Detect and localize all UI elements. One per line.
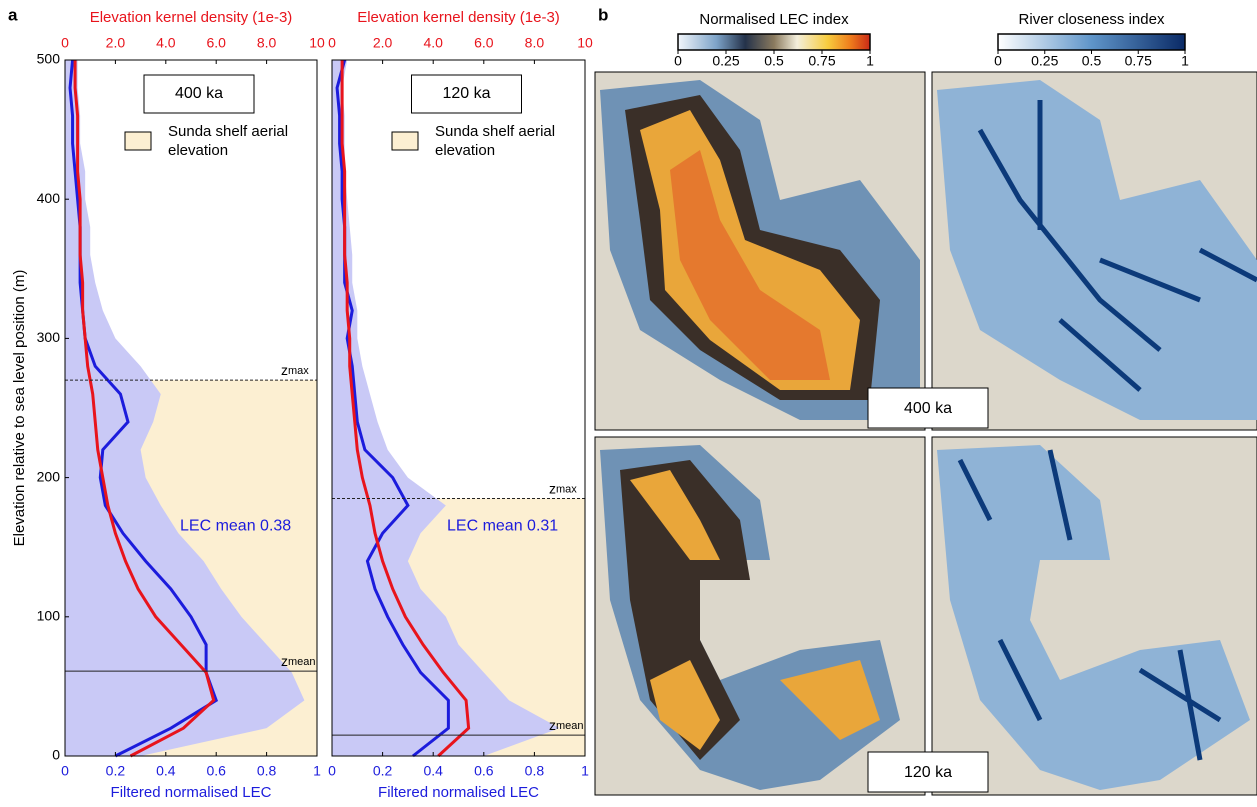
- legend-label: Sunda shelf aerial: [168, 123, 288, 140]
- legend-label: Sunda shelf aerial: [435, 123, 555, 140]
- x2-tick-label: 6.0: [206, 35, 226, 51]
- x2-tick-label: 4.0: [423, 35, 443, 51]
- map-label: 120 ka: [904, 764, 952, 781]
- x-tick-label: 0.2: [106, 763, 126, 779]
- reference-subscript: max: [556, 483, 577, 495]
- map-lec-400: [595, 72, 925, 430]
- colorbar-tick-label: 0: [674, 53, 682, 69]
- colorbar-tick-label: 1: [866, 53, 874, 69]
- reference-symbol: z: [281, 653, 288, 669]
- reference-symbol: z: [549, 480, 556, 496]
- x2-tick-label: 0: [328, 35, 336, 51]
- y-axis-title: Elevation relative to sea level position…: [11, 270, 28, 547]
- colorbar-tick-label: 0.75: [808, 53, 835, 69]
- annotation: LEC mean 0.38: [180, 518, 291, 535]
- reference-symbol: z: [549, 717, 556, 733]
- x2-tick-label: 2.0: [373, 35, 393, 51]
- x2-axis-title: Elevation kernel density (1e-3): [90, 9, 293, 26]
- x-axis-title: Filtered normalised LEC: [111, 784, 272, 801]
- reference-subscript: mean: [288, 656, 316, 668]
- period-label: 400 ka: [175, 85, 223, 102]
- legend-label: elevation: [168, 142, 228, 159]
- y-tick-label: 200: [37, 468, 61, 484]
- reference-label: zmean: [281, 653, 316, 669]
- x2-axis-title: Elevation kernel density (1e-3): [357, 9, 560, 26]
- x-tick-label: 0.8: [525, 763, 545, 779]
- reference-symbol: z: [281, 362, 288, 378]
- colorbar-tick-label: 1: [1181, 53, 1189, 69]
- colorbar-tick-label: 0.25: [712, 53, 739, 69]
- colorbar-title: Normalised LEC index: [699, 11, 849, 28]
- y-tick-label: 100: [37, 608, 61, 624]
- reference-subscript: max: [288, 365, 309, 377]
- x2-tick-label: 0: [61, 35, 69, 51]
- annotation: LEC mean 0.31: [447, 518, 558, 535]
- x-tick-label: 0.8: [257, 763, 277, 779]
- figure: a b zmaxzmean00.20.40.60.81Filtered norm…: [0, 0, 1257, 802]
- colorbar: [678, 34, 870, 50]
- reference-subscript: mean: [556, 720, 584, 732]
- x-tick-label: 0.4: [156, 763, 176, 779]
- x2-tick-label: 10: [309, 35, 325, 51]
- map-river-400: [932, 72, 1257, 430]
- reference-label: zmax: [549, 480, 577, 496]
- x2-tick-label: 10: [577, 35, 593, 51]
- colorbar-title: River closeness index: [1019, 11, 1165, 28]
- x-tick-label: 0: [61, 763, 69, 779]
- x-tick-label: 0.6: [206, 763, 226, 779]
- map-label: 400 ka: [904, 400, 952, 417]
- colorbar-tick-label: 0: [994, 53, 1002, 69]
- x2-tick-label: 4.0: [156, 35, 176, 51]
- legend-swatch: [392, 132, 418, 150]
- x2-tick-label: 2.0: [106, 35, 126, 51]
- reference-label: zmax: [281, 362, 309, 378]
- colorbar-tick-label: 0.5: [1082, 53, 1102, 69]
- x-tick-label: 0.6: [474, 763, 494, 779]
- y-tick-label: 400: [37, 190, 61, 206]
- x2-tick-label: 8.0: [525, 35, 545, 51]
- x-tick-label: 0.2: [373, 763, 393, 779]
- y-tick-label: 500: [37, 51, 61, 67]
- x-axis-title: Filtered normalised LEC: [378, 784, 539, 801]
- period-label: 120 ka: [442, 85, 490, 102]
- colorbar: [998, 34, 1185, 50]
- panel-label: b: [598, 5, 608, 24]
- colorbar-tick-label: 0.5: [764, 53, 784, 69]
- colorbar-tick-label: 0.25: [1031, 53, 1058, 69]
- colorbar-tick-label: 0.75: [1125, 53, 1152, 69]
- x-tick-label: 0: [328, 763, 336, 779]
- x-tick-label: 1: [313, 763, 321, 779]
- y-tick-label: 0: [52, 747, 60, 763]
- reference-label: zmean: [549, 717, 584, 733]
- x2-tick-label: 8.0: [257, 35, 277, 51]
- panel-label: a: [8, 5, 18, 24]
- y-tick-label: 300: [37, 329, 61, 345]
- x2-tick-label: 6.0: [474, 35, 494, 51]
- map-river-120: [932, 437, 1257, 795]
- x-tick-label: 1: [581, 763, 589, 779]
- x-tick-label: 0.4: [423, 763, 443, 779]
- legend-swatch: [125, 132, 151, 150]
- map-lec-120: [595, 437, 925, 795]
- legend-label: elevation: [435, 142, 495, 159]
